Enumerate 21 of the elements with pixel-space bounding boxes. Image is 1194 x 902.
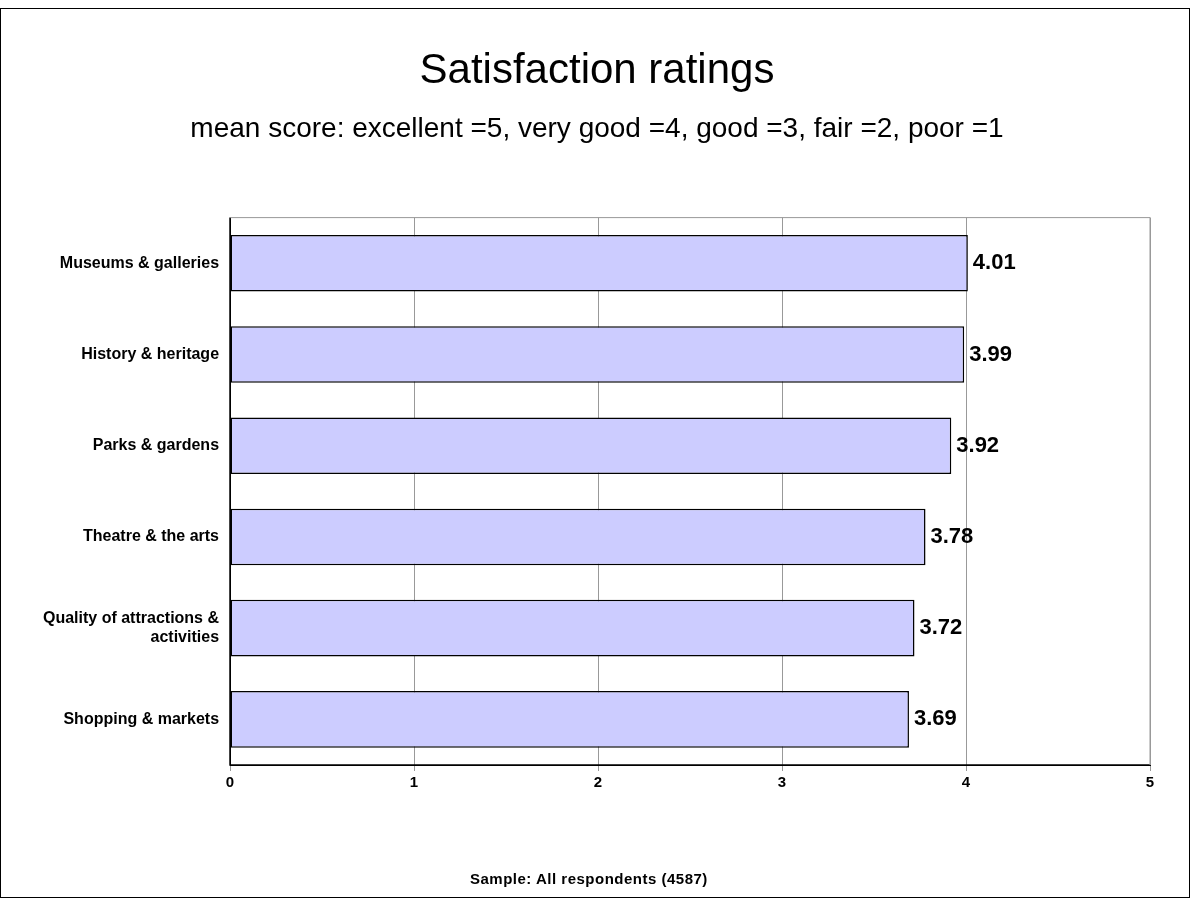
x-tick-label: 2 — [593, 773, 603, 791]
x-tick-label: 0 — [225, 773, 235, 791]
data-label: 3.69 — [913, 705, 957, 731]
y-tick-label: Theatre & the arts — [82, 527, 220, 545]
y-tick-label: Parks & gardens — [92, 436, 220, 454]
x-tick-label: 1 — [409, 773, 419, 791]
y-tick-label: Shopping & markets — [63, 709, 220, 727]
text: Sample: All respondents (4587) — [470, 870, 708, 887]
data-label: 4.01 — [972, 249, 1016, 275]
data-label: 3.72 — [919, 614, 963, 640]
x-tick-label: 3 — [777, 773, 787, 791]
chart-title: Satisfaction ratings — [418, 45, 776, 93]
x-tick-label: 5 — [1145, 773, 1155, 791]
y-tick-label: Quality of attractions & activities — [42, 608, 220, 646]
y-tick-label: Museums & galleries — [59, 253, 220, 271]
x-tick-label: 4 — [961, 773, 971, 791]
data-label: 3.78 — [930, 522, 974, 548]
data-label: 3.92 — [956, 431, 1000, 457]
chart-subtitle: mean score: excellent =5, very good =4, good =3, fair =2, poor =1 — [189, 112, 1005, 144]
y-tick-label: History & heritage — [81, 344, 220, 362]
data-label: 3.99 — [969, 340, 1012, 366]
